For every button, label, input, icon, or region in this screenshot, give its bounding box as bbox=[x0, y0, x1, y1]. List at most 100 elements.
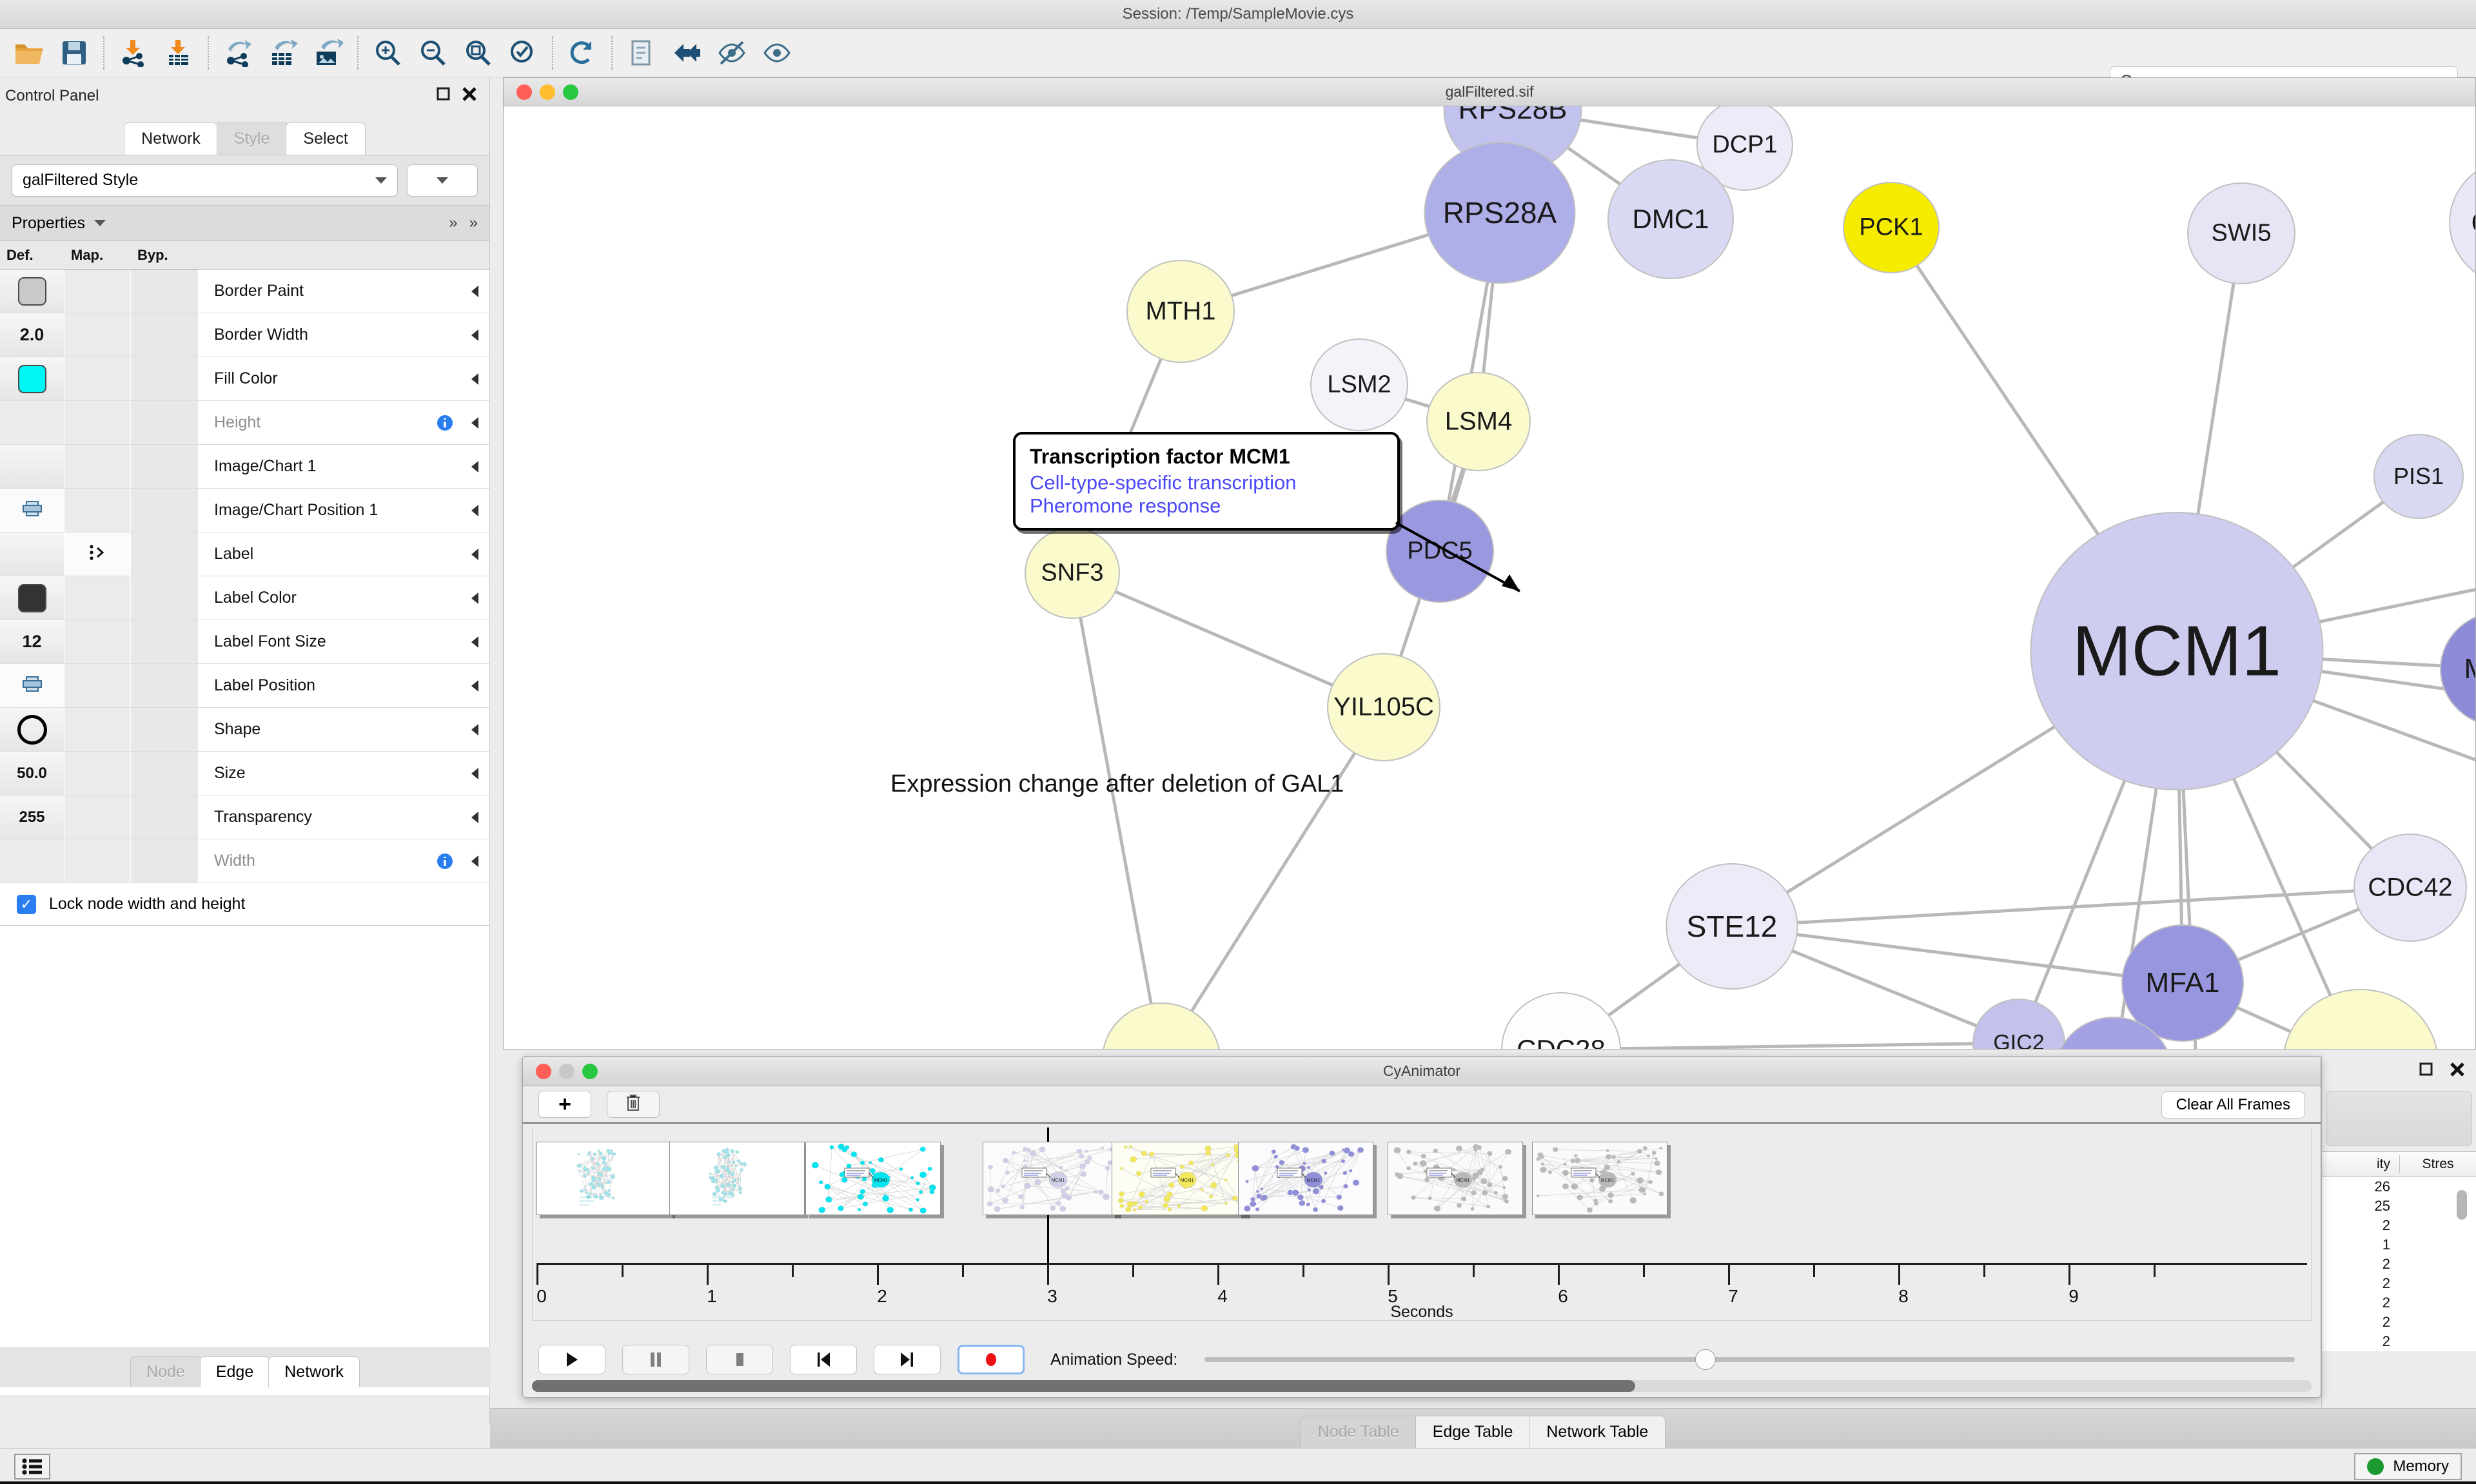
tab-select[interactable]: Select bbox=[286, 122, 366, 155]
table-row[interactable]: Fill Color bbox=[0, 357, 489, 401]
table-row[interactable]: 12 Label Font Size bbox=[0, 620, 489, 664]
info-icon[interactable] bbox=[430, 401, 460, 444]
expand-property-icon[interactable] bbox=[460, 839, 489, 883]
lock-node-width-height-row[interactable]: ✓ Lock node width and height bbox=[0, 883, 489, 926]
default-value-cell[interactable]: 255 bbox=[0, 796, 64, 839]
table-row[interactable]: Label Color bbox=[0, 576, 489, 620]
network-node[interactable]: CDC42 bbox=[2353, 834, 2467, 942]
expand-all-icon[interactable]: » bbox=[469, 214, 478, 231]
table-row[interactable]: 2 bbox=[2322, 1332, 2476, 1351]
table-row[interactable]: 2 bbox=[2322, 1293, 2476, 1313]
table-row[interactable]: Label Position bbox=[0, 664, 489, 708]
table-row[interactable]: 2 bbox=[2322, 1216, 2476, 1235]
frame-timeline[interactable]: Expression change after deletion of GAL1… bbox=[532, 1128, 2312, 1321]
animation-speed-slider[interactable] bbox=[1204, 1349, 2295, 1370]
default-value-cell[interactable] bbox=[0, 576, 64, 620]
frame-thumbnail[interactable]: Expression change after deletion of GAL1 bbox=[536, 1142, 672, 1215]
expand-property-icon[interactable] bbox=[460, 313, 489, 356]
table-row[interactable]: 50.0 Size bbox=[0, 752, 489, 796]
refresh-icon[interactable] bbox=[560, 33, 605, 73]
maximize-window-button[interactable] bbox=[582, 1063, 598, 1079]
network-node[interactable]: ALPHA2 bbox=[2283, 989, 2439, 1049]
mapping-cell[interactable] bbox=[64, 445, 131, 488]
default-value-cell[interactable] bbox=[0, 708, 64, 751]
frame-thumbnail[interactable]: MCM1 bbox=[1237, 1142, 1373, 1215]
task-list-icon[interactable] bbox=[14, 1453, 50, 1479]
mapping-cell[interactable] bbox=[64, 313, 131, 356]
close-window-button[interactable] bbox=[516, 84, 532, 100]
expand-property-icon[interactable] bbox=[460, 532, 489, 576]
network-node[interactable]: PCK1 bbox=[1843, 182, 1940, 273]
bypass-cell[interactable] bbox=[131, 357, 199, 400]
mapping-cell[interactable] bbox=[64, 796, 131, 839]
tab-edge-table[interactable]: Edge Table bbox=[1415, 1416, 1531, 1448]
expand-property-icon[interactable] bbox=[460, 620, 489, 663]
network-node[interactable]: GIC2 bbox=[1972, 999, 2065, 1049]
network-node[interactable]: MTH1 bbox=[1126, 260, 1235, 363]
table-row[interactable]: 2 bbox=[2322, 1255, 2476, 1274]
expand-property-icon[interactable] bbox=[460, 445, 489, 488]
network-node[interactable]: RPS28A bbox=[1424, 142, 1576, 284]
bypass-cell[interactable] bbox=[131, 445, 199, 488]
tab-node-table[interactable]: Node Table bbox=[1300, 1416, 1417, 1448]
mapping-cell[interactable] bbox=[64, 620, 131, 663]
bypass-cell[interactable] bbox=[131, 708, 199, 751]
default-value-cell[interactable] bbox=[0, 445, 64, 488]
close-window-button[interactable] bbox=[536, 1063, 551, 1079]
tab-edge[interactable]: Edge bbox=[199, 1356, 270, 1387]
network-node[interactable]: DMC1 bbox=[1607, 159, 1734, 279]
zoom-out-icon[interactable] bbox=[410, 33, 455, 73]
chevron-down-icon[interactable] bbox=[93, 220, 106, 226]
pause-button[interactable] bbox=[622, 1345, 689, 1374]
slider-knob[interactable] bbox=[1695, 1349, 1716, 1370]
skip-to-end-button[interactable] bbox=[874, 1345, 941, 1374]
expand-property-icon[interactable] bbox=[460, 576, 489, 620]
zoom-in-icon[interactable] bbox=[365, 33, 410, 73]
default-value-cell[interactable] bbox=[0, 532, 64, 576]
expand-property-icon[interactable] bbox=[460, 664, 489, 707]
frame-thumbnail[interactable]: MCM1 bbox=[1388, 1142, 1523, 1215]
network-node[interactable]: YIL105C bbox=[1327, 653, 1440, 761]
table-row[interactable]: Image/Chart 1 bbox=[0, 445, 489, 489]
bypass-cell[interactable] bbox=[131, 664, 199, 707]
collapse-all-icon[interactable]: » bbox=[449, 214, 458, 231]
default-value-cell[interactable] bbox=[0, 269, 64, 313]
annotation-box[interactable]: Transcription factor MCM1 Cell-type-spec… bbox=[1013, 432, 1400, 531]
skip-to-start-button[interactable] bbox=[790, 1345, 857, 1374]
style-options-menu-button[interactable] bbox=[407, 164, 478, 197]
table-row[interactable]: 1 bbox=[2322, 1235, 2476, 1255]
bypass-cell[interactable] bbox=[131, 796, 199, 839]
default-value-cell[interactable] bbox=[0, 489, 64, 532]
bypass-cell[interactable] bbox=[131, 532, 199, 576]
column-header-stress[interactable]: Stres bbox=[2422, 1157, 2454, 1171]
import-table-icon[interactable] bbox=[156, 33, 201, 73]
float-panel-icon[interactable] bbox=[2418, 1061, 2435, 1081]
bypass-cell[interactable] bbox=[131, 269, 199, 313]
network-node[interactable]: STE2 bbox=[2054, 1017, 2173, 1049]
timeline-horizontal-scrollbar[interactable] bbox=[532, 1380, 2312, 1392]
network-node[interactable]: LSM4 bbox=[1426, 372, 1531, 471]
info-icon[interactable] bbox=[430, 839, 460, 883]
table-row[interactable]: 255 Transparency bbox=[0, 796, 489, 839]
table-row[interactable]: Image/Chart Position 1 bbox=[0, 489, 489, 532]
show-all-icon[interactable] bbox=[754, 33, 800, 73]
table-row[interactable]: 2.0 Border Width bbox=[0, 313, 489, 357]
close-icon[interactable] bbox=[2449, 1061, 2466, 1081]
network-node[interactable]: MFA2 bbox=[2440, 611, 2475, 727]
table-row[interactable]: 25 bbox=[2322, 1196, 2476, 1216]
tab-node[interactable]: Node bbox=[130, 1356, 201, 1387]
bypass-cell[interactable] bbox=[131, 620, 199, 663]
frame-thumbnail[interactable]: MCM1 bbox=[1532, 1142, 1668, 1215]
tab-style[interactable]: Style bbox=[216, 122, 288, 155]
column-header-centrality[interactable]: ity bbox=[2377, 1157, 2390, 1171]
minimize-window-button[interactable] bbox=[540, 84, 555, 100]
bypass-cell[interactable] bbox=[131, 489, 199, 532]
frame-thumbnail[interactable]: MCM1 bbox=[982, 1142, 1118, 1215]
open-folder-icon[interactable] bbox=[6, 33, 52, 73]
hide-unselected-icon[interactable] bbox=[709, 33, 754, 73]
frame-thumbnail[interactable]: MCM1 bbox=[1112, 1142, 1248, 1215]
mapping-cell[interactable] bbox=[64, 269, 131, 313]
add-frame-button[interactable]: + bbox=[538, 1091, 591, 1118]
style-combobox[interactable]: galFiltered Style bbox=[12, 164, 398, 197]
tab-network-table[interactable]: Network Table bbox=[1529, 1416, 1666, 1448]
